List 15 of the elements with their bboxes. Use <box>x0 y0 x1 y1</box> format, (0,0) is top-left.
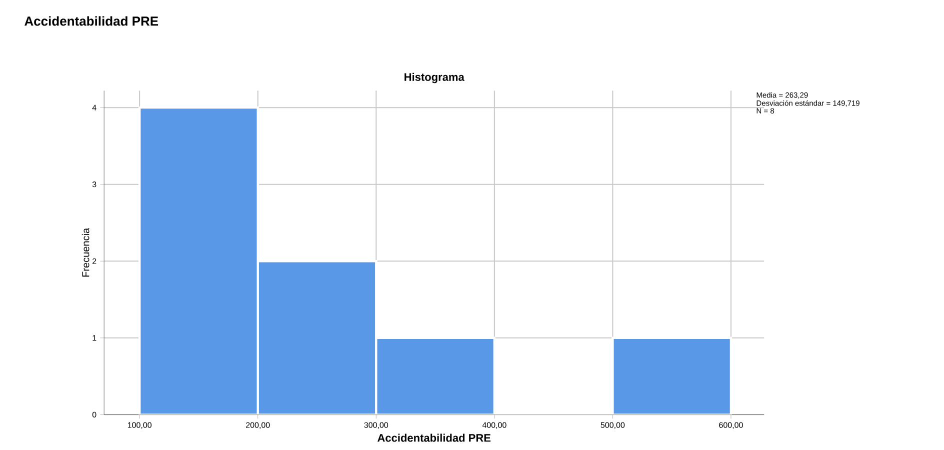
x-tick-label: 600,00 <box>719 422 743 429</box>
x-tick-label: 100,00 <box>128 422 152 429</box>
chart-subtitle: Accidentabilidad PRE <box>24 16 158 26</box>
y-tick-label: 0 <box>92 412 96 418</box>
y-tick-label: 2 <box>92 258 96 264</box>
x-tick-label: 200,00 <box>246 422 270 429</box>
y-tick-label: 4 <box>92 104 96 110</box>
chart-title: Histograma <box>404 72 464 84</box>
x-tick-label: 400,00 <box>482 422 506 429</box>
x-tick-label: 500,00 <box>600 422 625 429</box>
y-tick-label: 3 <box>92 182 96 188</box>
y-tick-label: 1 <box>92 335 96 341</box>
x-tick-label: 300,00 <box>364 422 388 429</box>
x-axis-title: Accidentabilidad PRE <box>378 434 490 442</box>
y-axis-title: Frecuencia <box>82 228 90 277</box>
